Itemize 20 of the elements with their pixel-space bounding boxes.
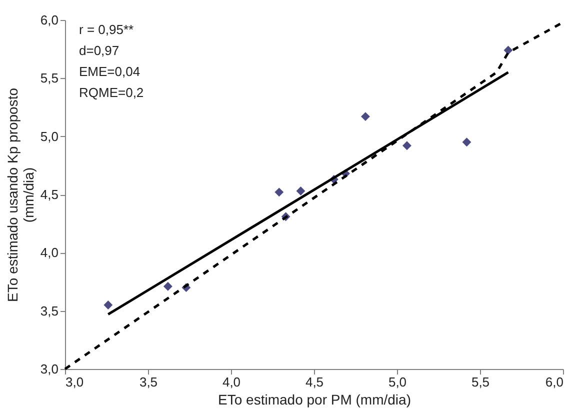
annotation: EME=0,04	[79, 64, 140, 79]
y-tick-label: 3,0	[40, 362, 58, 376]
annotation: RQME=0,2	[79, 85, 144, 100]
x-axis-title: ETo estimado por PM (mm/dia)	[218, 392, 411, 408]
annotation: d=0,97	[79, 43, 120, 58]
y-tick-label: 3,5	[40, 303, 58, 318]
x-tick-label: 6,0	[545, 374, 564, 390]
y-tick-label: 4,5	[40, 187, 58, 202]
x-tick-label: 3,0	[66, 374, 84, 390]
x-tick-label: 4,5	[305, 374, 324, 390]
y-tick-label: 4,0	[40, 245, 58, 260]
x-tick-label: 3,5	[139, 374, 158, 390]
x-tick-label: 5,0	[388, 374, 407, 390]
y-tick-label: 5,5	[40, 70, 58, 86]
y-tick-label: 6,0	[40, 12, 58, 28]
y-tick-label: 5,0	[40, 128, 58, 144]
annotation: r = 0,95**	[79, 22, 134, 37]
y-axis-title: ETo estimado usando Kp proposto (mm/dia)	[4, 88, 36, 302]
x-tick-label: 4,0	[222, 374, 241, 390]
x-tick-label: 5,5	[471, 374, 490, 390]
